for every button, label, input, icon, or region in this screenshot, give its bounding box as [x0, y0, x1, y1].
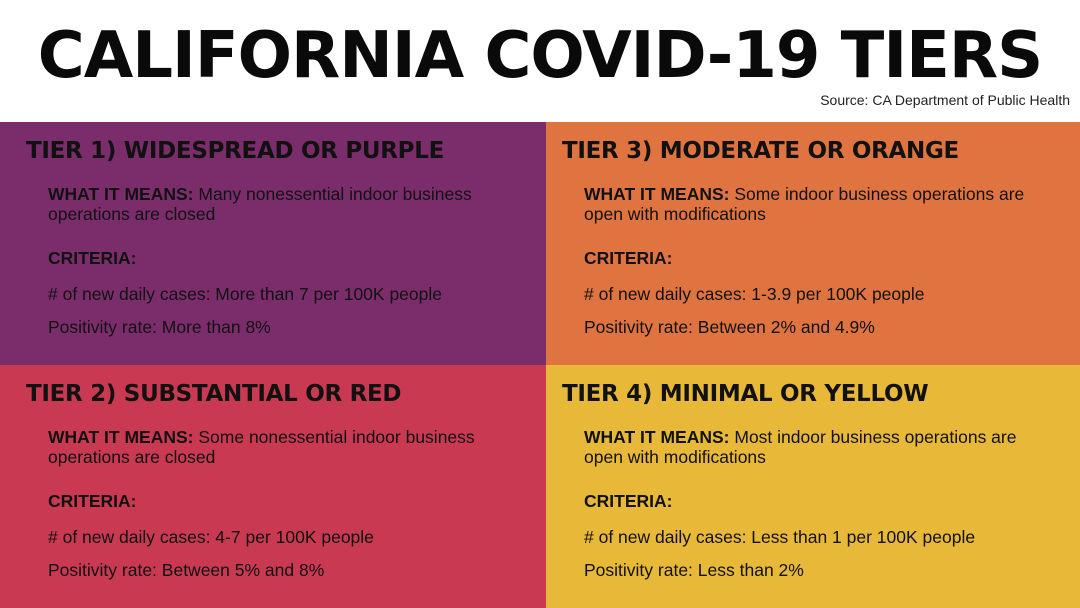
tier-3-title: TIER 3) MODERATE OR ORANGE [562, 138, 959, 164]
tier-grid: TIER 1) WIDESPREAD OR PURPLE WHAT IT MEA… [0, 122, 1080, 608]
tier-2-meaning: WHAT IT MEANS: Some nonessential indoor … [48, 427, 518, 467]
tier-1-criteria-label: CRITERIA: [48, 248, 137, 268]
page-title: CALIFORNIA COVID-19 TIERS [37, 19, 1043, 93]
tier-4-meaning-label: WHAT IT MEANS: [584, 427, 730, 447]
source-note: Source: CA Department of Public Health [820, 92, 1070, 108]
tier-2-title: TIER 2) SUBSTANTIAL OR RED [26, 381, 402, 407]
tier-2-panel: TIER 2) SUBSTANTIAL OR RED WHAT IT MEANS… [0, 365, 546, 608]
tier-1-panel: TIER 1) WIDESPREAD OR PURPLE WHAT IT MEA… [0, 122, 546, 365]
header: CALIFORNIA COVID-19 TIERS Source: CA Dep… [0, 0, 1080, 122]
tier-3-meaning: WHAT IT MEANS: Some indoor business oper… [584, 184, 1054, 224]
tier-2-meaning-text: Some nonessential indoor business operat… [48, 427, 475, 467]
tier-4-title: TIER 4) MINIMAL OR YELLOW [562, 381, 929, 407]
tier-1-meaning-label: WHAT IT MEANS: [48, 184, 194, 204]
tier-2-criteria-label: CRITERIA: [48, 491, 137, 511]
tier-2-meaning-label: WHAT IT MEANS: [48, 427, 194, 447]
tier-3-cases: # of new daily cases: 1-3.9 per 100K peo… [584, 284, 925, 304]
tier-3-positivity: Positivity rate: Between 2% and 4.9% [584, 317, 875, 337]
tier-4-positivity: Positivity rate: Less than 2% [584, 560, 804, 580]
tier-3-criteria-label: CRITERIA: [584, 248, 673, 268]
tier-1-title: TIER 1) WIDESPREAD OR PURPLE [26, 138, 445, 164]
tier-1-positivity: Positivity rate: More than 8% [48, 317, 271, 337]
tier-4-meaning: WHAT IT MEANS: Most indoor business oper… [584, 427, 1054, 467]
tier-3-panel: TIER 3) MODERATE OR ORANGE WHAT IT MEANS… [546, 122, 1080, 365]
tier-2-positivity: Positivity rate: Between 5% and 8% [48, 560, 325, 580]
tier-4-panel: TIER 4) MINIMAL OR YELLOW WHAT IT MEANS:… [546, 365, 1080, 608]
tier-3-meaning-label: WHAT IT MEANS: [584, 184, 730, 204]
tier-1-meaning-text: Many nonessential indoor business operat… [48, 184, 472, 224]
tier-4-cases: # of new daily cases: Less than 1 per 10… [584, 527, 976, 547]
tier-1-meaning: WHAT IT MEANS: Many nonessential indoor … [48, 184, 518, 224]
tier-4-meaning-text: Most indoor business operations are open… [584, 427, 1017, 467]
tier-2-cases: # of new daily cases: 4-7 per 100K peopl… [48, 527, 374, 547]
tier-1-cases: # of new daily cases: More than 7 per 10… [48, 284, 442, 304]
tier-4-criteria-label: CRITERIA: [584, 491, 673, 511]
tier-3-meaning-text: Some indoor business operations are open… [584, 184, 1025, 224]
